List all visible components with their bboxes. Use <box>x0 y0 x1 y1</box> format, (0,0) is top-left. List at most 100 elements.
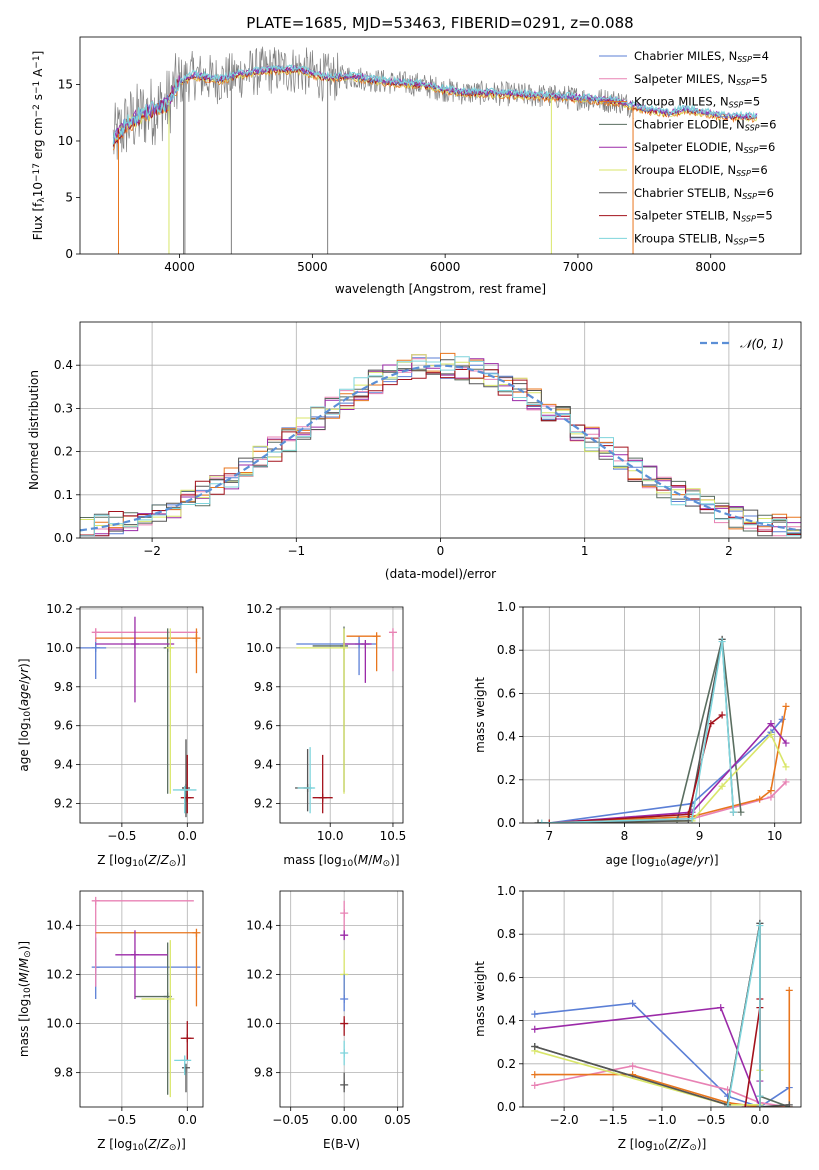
y-tick-label: 10 <box>58 134 73 148</box>
x-tick-label: 9 <box>696 829 704 843</box>
axes-spectrum: 4000 5000 6000 7000 8000 0 5 10 15 Flux [fλ10−17 … <box>31 36 802 296</box>
y-tick-label: 9.4 <box>54 758 73 772</box>
weight-marker-salpeter_elodie <box>717 1004 725 1012</box>
legend-label: Chabrier MILES, NSSP=4 <box>634 49 769 64</box>
axes-weight-vs-age: 7 8 9 10 0.0 0.2 0.4 0.6 0.8 1.0 mass weight age [l… <box>473 600 802 869</box>
x-axis-label: Z [log10(Z/Z⊙)] <box>97 1137 186 1153</box>
x-tick-label: −0.5 <box>696 1113 725 1127</box>
x-tick-label: 10.5 <box>380 829 407 843</box>
x-axis-label: (data-model)/error <box>385 567 496 581</box>
weight-marker-salpeter_miles <box>767 793 775 801</box>
x-tick-label: 8 <box>621 829 629 843</box>
y-tick-label: 0.0 <box>497 1100 516 1114</box>
point-marker-salpeter_miles <box>340 909 349 918</box>
point-marker-salpeter_elodie <box>361 639 370 648</box>
weight-marker-chabrier_stelib <box>534 819 542 823</box>
weight-marker-kroupa_stelib <box>729 808 737 816</box>
x-tick-label: −2 <box>143 544 161 558</box>
weight-line-kroupa_miles <box>549 706 787 823</box>
y-tick-label: 0.6 <box>497 970 516 984</box>
y-tick-label: 10.4 <box>46 918 73 932</box>
plot-area-weight-vs-z <box>531 919 793 1107</box>
point-marker-chabrier_stelib <box>181 1063 190 1072</box>
y-tick-label: 0.2 <box>497 1057 516 1071</box>
legend-label: Salpeter MILES, NSSP=5 <box>634 72 768 87</box>
y-tick-label: 10.2 <box>46 602 73 616</box>
weight-line-salpeter_stelib <box>744 999 761 1107</box>
point-marker-kroupa_elodie <box>340 643 349 652</box>
y-tick-label: 10.2 <box>246 602 273 616</box>
weight-marker-salpeter_elodie <box>767 720 775 728</box>
plot-area-mass-vs-z <box>91 896 201 1098</box>
point-marker-salpeter_stelib <box>340 1019 349 1028</box>
plot-area-age-vs-z <box>80 616 201 818</box>
weight-line-chabrier_miles <box>549 718 783 823</box>
y-tick-label: 9.6 <box>254 719 273 733</box>
point-marker-kroupa_elodie <box>166 643 175 652</box>
y-tick-label: 0.4 <box>497 730 516 744</box>
weight-marker-salpeter_stelib <box>545 819 553 823</box>
y-tick-label: 0.3 <box>54 401 73 415</box>
figure-title: PLATE=1685, MJD=53463, FIBERID=0291, z=0… <box>246 14 633 32</box>
y-tick-label: 0.0 <box>497 816 516 830</box>
weight-marker-kroupa_miles <box>785 986 793 994</box>
legend-label: Chabrier STELIB, NSSP=6 <box>634 186 774 201</box>
weight-marker-salpeter_stelib <box>718 711 726 719</box>
y-tick-label: 0.4 <box>497 1014 516 1028</box>
weight-line-kroupa_stelib <box>541 641 735 823</box>
frame-mass-vs-ebv: −0.05 0.00 0.05 9.8 10.0 10.2 10.4 E(B-V) <box>246 890 411 1151</box>
weight-marker-kroupa_miles <box>767 787 775 795</box>
weight-marker-chabrier_miles <box>629 999 637 1007</box>
legend-label: Salpeter ELODIE, NSSP=6 <box>634 140 775 155</box>
x-axis-label: Z [log10(Z/Z⊙)] <box>618 1137 707 1153</box>
y-tick-label: 1.0 <box>497 884 516 898</box>
axes-residuals: −2 −1 0 1 2 0.0 0.1 0.2 0.3 0.4 Normed distributio… <box>27 321 802 581</box>
weight-marker-salpeter_elodie <box>531 1025 539 1033</box>
point-marker-salpeter_elodie <box>130 950 139 959</box>
x-tick-label: 7000 <box>563 260 594 274</box>
axes-mass-vs-z: −0.5 0.0 9.8 10.0 10.2 10.4 mass [log10(M/M⊙)]… <box>17 890 204 1153</box>
y-tick-label: 5 <box>65 190 73 204</box>
weight-line-kroupa_stelib <box>726 925 761 1107</box>
x-tick-label: 7 <box>545 829 553 843</box>
grid-age-vs-mass <box>280 607 403 823</box>
y-tick-label: 9.2 <box>54 797 73 811</box>
grid-mass-vs-z <box>80 891 203 1107</box>
y-tick-label: 0.4 <box>54 358 73 372</box>
point-marker-chabrier_miles <box>91 643 100 652</box>
weight-line-salpeter_elodie <box>549 722 787 823</box>
point-marker-chabrier_stelib <box>340 1080 349 1089</box>
point-marker-kroupa_stelib <box>180 1056 189 1065</box>
grid-weight-vs-age <box>523 606 801 824</box>
weight-marker-kroupa_elodie <box>782 763 790 771</box>
y-axis-label: age [log10(age/yr)] <box>17 658 33 771</box>
y-tick-label: 10.0 <box>246 641 273 655</box>
x-tick-label: −1.0 <box>647 1113 676 1127</box>
x-tick-label: −1.5 <box>598 1113 627 1127</box>
axes-frame <box>522 890 802 1108</box>
y-axis-label: Flux [fλ10−17 erg cm−2 s−1 A−1] <box>31 51 47 241</box>
x-tick-label: 8000 <box>695 260 726 274</box>
axes-age-vs-z: −0.5 0.0 9.2 9.4 9.6 9.8 10.0 10.2 age [log10(ag… <box>17 602 204 869</box>
plot-area-residuals <box>80 352 801 538</box>
weight-marker-kroupa_miles <box>782 702 790 710</box>
y-tick-label: 9.6 <box>54 719 73 733</box>
legend-label: Kroupa ELODIE, NSSP=6 <box>634 163 768 178</box>
x-tick-label: 0 <box>437 544 445 558</box>
normal-distribution-curve <box>80 364 801 532</box>
x-tick-label: 1 <box>581 544 589 558</box>
weight-marker-kroupa_stelib <box>756 1103 764 1107</box>
weight-marker-salpeter_miles <box>629 1062 637 1070</box>
x-axis-label: age [log10(age/yr)] <box>605 853 718 869</box>
x-tick-label: 4000 <box>164 260 195 274</box>
point-marker-salpeter_stelib <box>318 793 327 802</box>
frame-mass-vs-z: −0.5 0.0 9.8 10.0 10.2 10.4 mass [log10(M/M⊙)]… <box>17 890 204 1153</box>
y-tick-label: 0.2 <box>54 445 73 459</box>
weight-marker-salpeter_stelib <box>741 1103 749 1107</box>
observed-spectrum-line <box>112 46 634 160</box>
plot-area-mass-vs-ebv <box>340 900 349 1093</box>
weight-marker-kroupa_elodie <box>767 730 775 738</box>
legend-label: Chabrier ELODIE, NSSP=6 <box>634 117 776 132</box>
legend-label: Salpeter STELIB, NSSP=5 <box>634 209 773 224</box>
axes-frame <box>279 890 404 1108</box>
